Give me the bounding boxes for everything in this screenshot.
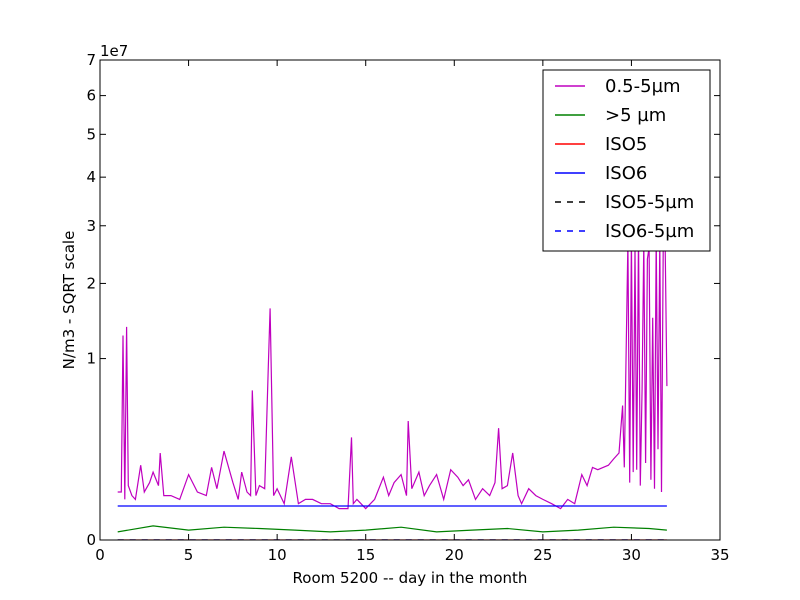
x-tick-label: 30 bbox=[622, 546, 641, 564]
x-tick-label: 20 bbox=[445, 546, 464, 564]
y-tick-label: 2 bbox=[86, 274, 96, 292]
y-tick-label: 4 bbox=[86, 168, 96, 186]
y-tick-label: 6 bbox=[86, 87, 96, 105]
x-axis: 0 5 10 15 20 25 30 35 bbox=[95, 60, 730, 564]
legend: 0.5-5µm >5 µm ISO5 ISO6 ISO5-5µm ISO6-5µm bbox=[542, 69, 711, 252]
legend-label: 0.5-5µm bbox=[605, 76, 681, 97]
x-tick-label: 5 bbox=[184, 546, 194, 564]
y-tick-label: 0 bbox=[86, 531, 96, 549]
y-tick-label: 1 bbox=[86, 350, 96, 368]
y-multiplier-label: 1e7 bbox=[100, 42, 128, 60]
y-axis: 0 1 2 3 4 5 6 7 bbox=[86, 51, 720, 549]
series-line-2 bbox=[117, 525, 667, 533]
legend-label: ISO5 bbox=[605, 134, 647, 155]
legend-label: >5 µm bbox=[605, 105, 666, 126]
x-tick-label: 25 bbox=[533, 546, 552, 564]
legend-box bbox=[542, 69, 711, 252]
y-tick-label: 7 bbox=[86, 51, 96, 69]
legend-label: ISO6 bbox=[605, 163, 647, 184]
legend-label: ISO5-5µm bbox=[605, 192, 694, 213]
y-tick-label: 5 bbox=[86, 125, 96, 143]
x-tick-label: 35 bbox=[710, 546, 729, 564]
series-line-1 bbox=[117, 233, 668, 510]
legend-label: ISO6-5µm bbox=[605, 221, 694, 242]
series-layer bbox=[117, 233, 668, 540]
y-tick-label: 3 bbox=[86, 217, 96, 235]
x-tick-label: 10 bbox=[268, 546, 287, 564]
x-axis-label: Room 5200 -- day in the month bbox=[293, 569, 528, 587]
y-axis-label: N/m3 - SQRT scale bbox=[60, 231, 78, 370]
x-tick-label: 0 bbox=[95, 546, 105, 564]
plot-frame bbox=[99, 59, 721, 541]
x-tick-label: 15 bbox=[356, 546, 375, 564]
